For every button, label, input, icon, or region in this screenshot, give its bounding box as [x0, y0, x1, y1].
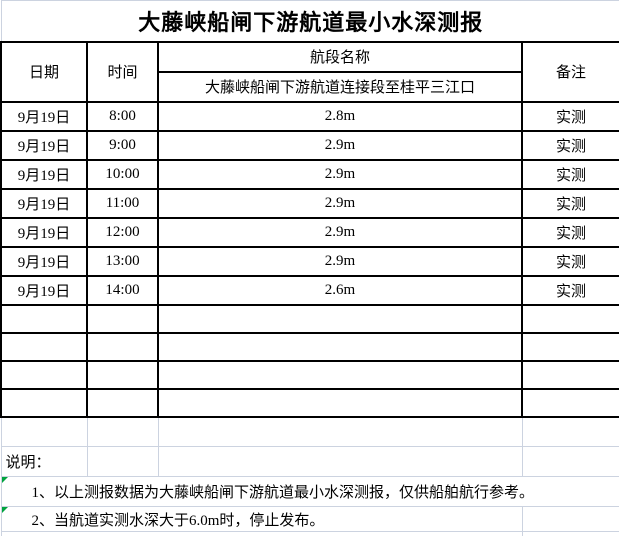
error-indicator-icon	[2, 507, 8, 513]
remark-cell[interactable]: 实测	[520, 274, 619, 306]
note-row: 2、当航道实测水深大于6.0m时，停止发布。	[0, 506, 619, 532]
empty-cell[interactable]	[0, 331, 88, 362]
empty-cell[interactable]	[520, 387, 619, 418]
remark-cell[interactable]: 实测	[520, 245, 619, 277]
remark-cell[interactable]: 实测	[520, 129, 619, 161]
empty-cell[interactable]	[0, 531, 523, 536]
empty-cell[interactable]	[157, 446, 523, 477]
empty-cell[interactable]	[86, 331, 159, 362]
col-header-section[interactable]: 航段名称	[157, 40, 523, 73]
empty-cell[interactable]	[157, 331, 523, 362]
gridline-empty-row	[0, 416, 619, 447]
col-header-time[interactable]: 时间	[86, 40, 159, 103]
empty-row	[0, 303, 619, 334]
empty-cell[interactable]	[521, 506, 619, 532]
time-cell[interactable]: 12:00	[86, 216, 159, 248]
empty-cell[interactable]	[157, 416, 523, 447]
empty-cell[interactable]	[0, 416, 88, 447]
table-row: 9月19日 9:00 2.9m 实测	[0, 129, 619, 161]
depth-cell[interactable]: 2.6m	[157, 274, 523, 306]
notes-label[interactable]: 说明：	[0, 446, 88, 477]
empty-cell[interactable]	[157, 359, 523, 390]
table-row: 9月19日 8:00 2.8m 实测	[0, 100, 619, 132]
date-cell[interactable]: 9月19日	[0, 187, 88, 219]
time-cell[interactable]: 10:00	[86, 158, 159, 190]
remark-cell[interactable]: 实测	[520, 100, 619, 132]
empty-cell[interactable]	[521, 446, 619, 477]
date-cell[interactable]: 9月19日	[0, 274, 88, 306]
note-row: 1、以上测报数据为大藤峡船闸下游航道最小水深测报，仅供船舶航行参考。	[0, 476, 619, 507]
empty-cell[interactable]	[157, 387, 523, 418]
remark-cell[interactable]: 实测	[520, 187, 619, 219]
empty-cell[interactable]	[86, 303, 159, 334]
table-row: 9月19日 13:00 2.9m 实测	[0, 245, 619, 277]
depth-cell[interactable]: 2.9m	[157, 245, 523, 277]
title-row: 大藤峡船闸下游航道最小水深测报	[0, 0, 619, 42]
depth-cell[interactable]: 2.9m	[157, 187, 523, 219]
empty-cell[interactable]	[86, 387, 159, 418]
time-cell[interactable]: 13:00	[86, 245, 159, 277]
date-cell[interactable]: 9月19日	[0, 216, 88, 248]
date-cell[interactable]: 9月19日	[0, 129, 88, 161]
time-cell[interactable]: 11:00	[86, 187, 159, 219]
empty-row	[0, 331, 619, 362]
note-item-1[interactable]: 1、以上测报数据为大藤峡船闸下游航道最小水深测报，仅供船舶航行参考。	[0, 476, 619, 507]
header-subtitle-row: 大藤峡船闸下游航道连接段至桂平三江口	[1, 70, 619, 103]
error-indicator-icon	[2, 477, 8, 483]
empty-cell[interactable]	[521, 531, 619, 536]
note-item-2[interactable]: 2、当航道实测水深大于6.0m时，停止发布。	[0, 506, 523, 532]
empty-cell[interactable]	[0, 387, 88, 418]
note-item-2-text: 2、当航道实测水深大于6.0m时，停止发布。	[31, 512, 325, 529]
empty-cell[interactable]	[521, 416, 619, 447]
col-header-date[interactable]: 日期	[0, 40, 88, 103]
table-row: 9月19日 10:00 2.9m 实测	[0, 158, 619, 190]
empty-cell[interactable]	[0, 359, 88, 390]
empty-cell[interactable]	[520, 359, 619, 390]
time-cell[interactable]: 8:00	[86, 100, 159, 132]
empty-cell[interactable]	[520, 331, 619, 362]
empty-row	[0, 387, 619, 418]
empty-cell[interactable]	[86, 446, 159, 477]
empty-cell[interactable]	[520, 303, 619, 334]
empty-cell[interactable]	[0, 303, 88, 334]
depth-cell[interactable]: 2.8m	[157, 100, 523, 132]
empty-cell[interactable]	[86, 359, 159, 390]
table-row: 9月19日 12:00 2.9m 实测	[0, 216, 619, 248]
remark-cell[interactable]: 实测	[520, 158, 619, 190]
bottom-sliver-row	[0, 531, 619, 536]
header-row: 日期 时间 航段名称 备注	[0, 40, 619, 103]
depth-cell[interactable]: 2.9m	[157, 216, 523, 248]
empty-cell[interactable]	[157, 303, 523, 334]
section-subtitle[interactable]: 大藤峡船闸下游航道连接段至桂平三江口	[157, 70, 523, 103]
note-item-1-text: 1、以上测报数据为大藤峡船闸下游航道最小水深测报，仅供船舶航行参考。	[31, 485, 535, 501]
notes-label-row: 说明：	[0, 446, 619, 477]
date-cell[interactable]: 9月19日	[0, 158, 88, 190]
depth-cell[interactable]: 2.9m	[157, 158, 523, 190]
table-row: 9月19日 11:00 2.9m 实测	[0, 187, 619, 219]
depth-cell[interactable]: 2.9m	[157, 129, 523, 161]
col-header-remark[interactable]: 备注	[520, 40, 619, 103]
empty-cell[interactable]	[86, 416, 159, 447]
time-cell[interactable]: 9:00	[86, 129, 159, 161]
remark-cell[interactable]: 实测	[520, 216, 619, 248]
time-cell[interactable]: 14:00	[86, 274, 159, 306]
empty-row	[0, 359, 619, 390]
table-row: 9月19日 14:00 2.6m 实测	[0, 274, 619, 306]
date-cell[interactable]: 9月19日	[0, 100, 88, 132]
page-title: 大藤峡船闸下游航道最小水深测报	[0, 0, 619, 42]
date-cell[interactable]: 9月19日	[0, 245, 88, 277]
